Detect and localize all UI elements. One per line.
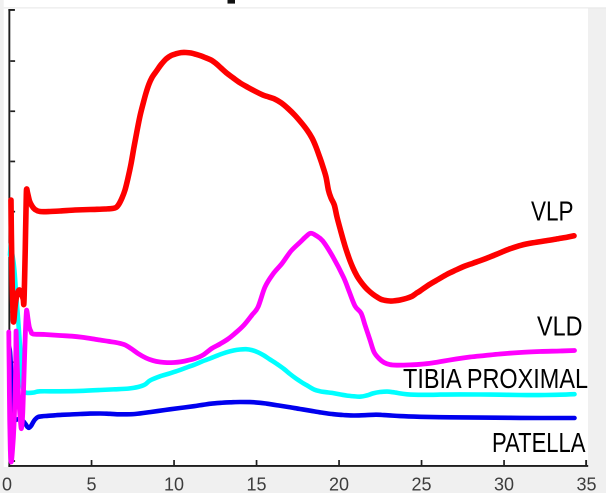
svg-text:30: 30 <box>494 475 514 493</box>
svg-text:25: 25 <box>411 475 431 493</box>
svg-text:20: 20 <box>329 475 349 493</box>
svg-text:0: 0 <box>2 475 12 493</box>
svg-text:15: 15 <box>246 475 266 493</box>
svg-text:35: 35 <box>576 475 596 493</box>
svg-text:5: 5 <box>86 475 96 493</box>
svg-text:TIBIA PROXIMAL: TIBIA PROXIMAL <box>403 363 588 394</box>
svg-text:PATELLA: PATELLA <box>492 427 586 458</box>
svg-text:VLD: VLD <box>537 311 583 342</box>
svg-text:10: 10 <box>164 475 184 493</box>
svg-text:VLP: VLP <box>531 196 574 227</box>
